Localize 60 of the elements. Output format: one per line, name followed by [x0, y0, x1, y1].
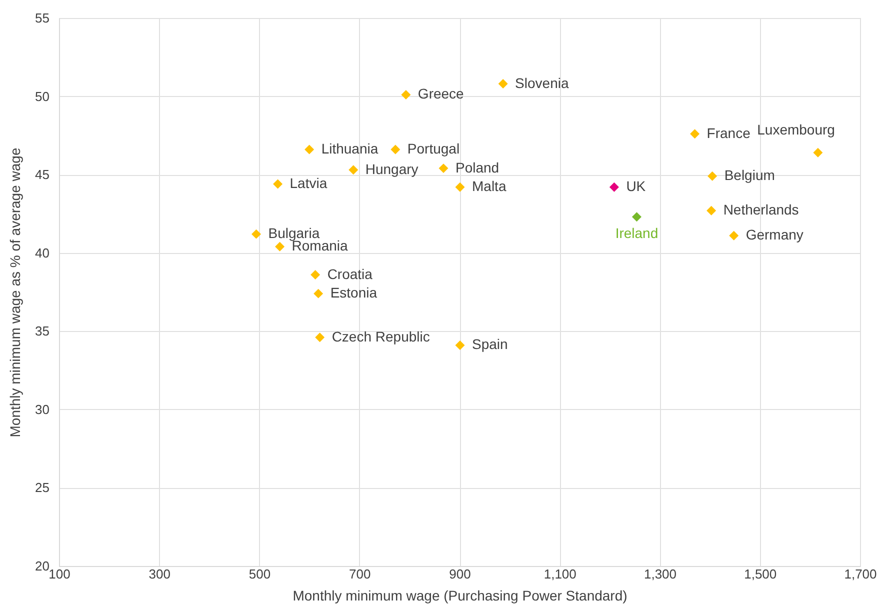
annotation: Hungary: [365, 160, 418, 177]
x-tick-label: 300: [148, 566, 170, 582]
point: [273, 179, 283, 189]
x-tick-label: 1,300: [644, 566, 677, 582]
annotation: Estonia: [330, 284, 378, 301]
annotation: Greece: [418, 86, 464, 102]
annotation: Netherlands: [723, 202, 799, 218]
point: [706, 206, 716, 216]
y-axis-title: Monthly minimum wage as % of average wage: [7, 148, 24, 438]
x-tick-label: 1,700: [844, 566, 877, 582]
annotation: Spain: [472, 336, 508, 352]
x-tick-label: 1,500: [744, 566, 777, 582]
annotation: Slovenia: [515, 74, 569, 91]
annotation: Luxembourg: [757, 122, 835, 138]
point: [729, 230, 739, 240]
series-label: UK: [626, 178, 646, 194]
point: [632, 212, 642, 222]
point: [314, 288, 324, 298]
point: [315, 332, 325, 342]
point: [438, 164, 448, 174]
point: [609, 182, 619, 192]
x-tick-label: 700: [349, 566, 371, 582]
y-tick-label: 55: [35, 10, 50, 26]
x-axis-title: Monthly minimum wage (Purchasing Power Standard): [292, 588, 628, 604]
point: [708, 171, 718, 181]
annotation: France: [706, 124, 751, 141]
x-tick-label: 1,100: [544, 566, 576, 582]
point: [401, 90, 411, 100]
annotation: Croatia: [327, 266, 373, 282]
point: [813, 148, 823, 158]
annotation: Belgium: [724, 167, 775, 184]
y-tick-label: 35: [35, 324, 50, 339]
point: [252, 229, 261, 239]
annotation: Malta: [472, 178, 506, 194]
annotation: Bulgaria: [268, 225, 320, 242]
y-tick-label: 40: [35, 245, 50, 260]
point: [304, 144, 314, 154]
x-tick-label: 900: [449, 566, 471, 582]
annotation: Portugal: [407, 140, 460, 157]
y-tick-label: 45: [35, 167, 50, 182]
annotation: Poland: [455, 159, 500, 176]
point: [390, 144, 400, 154]
point: [690, 129, 700, 139]
series-label: Ireland: [615, 224, 658, 241]
point: [455, 340, 465, 350]
point: [348, 165, 358, 175]
point: [275, 242, 285, 252]
y-tick-label: 30: [35, 402, 50, 417]
annotation: Latvia: [290, 174, 328, 191]
annotation: Czech Republic: [332, 328, 430, 344]
annotation: Germany: [746, 226, 804, 243]
x-tick-label: 100: [48, 566, 70, 582]
y-tick-label: 50: [35, 88, 50, 104]
point: [310, 270, 320, 280]
y-tick-label: 20: [35, 558, 50, 574]
annotation: Lithuania: [321, 140, 378, 157]
y-tick-label: 25: [35, 480, 50, 496]
point: [498, 79, 508, 89]
point: [455, 182, 465, 192]
x-tick-label: 500: [248, 566, 271, 582]
